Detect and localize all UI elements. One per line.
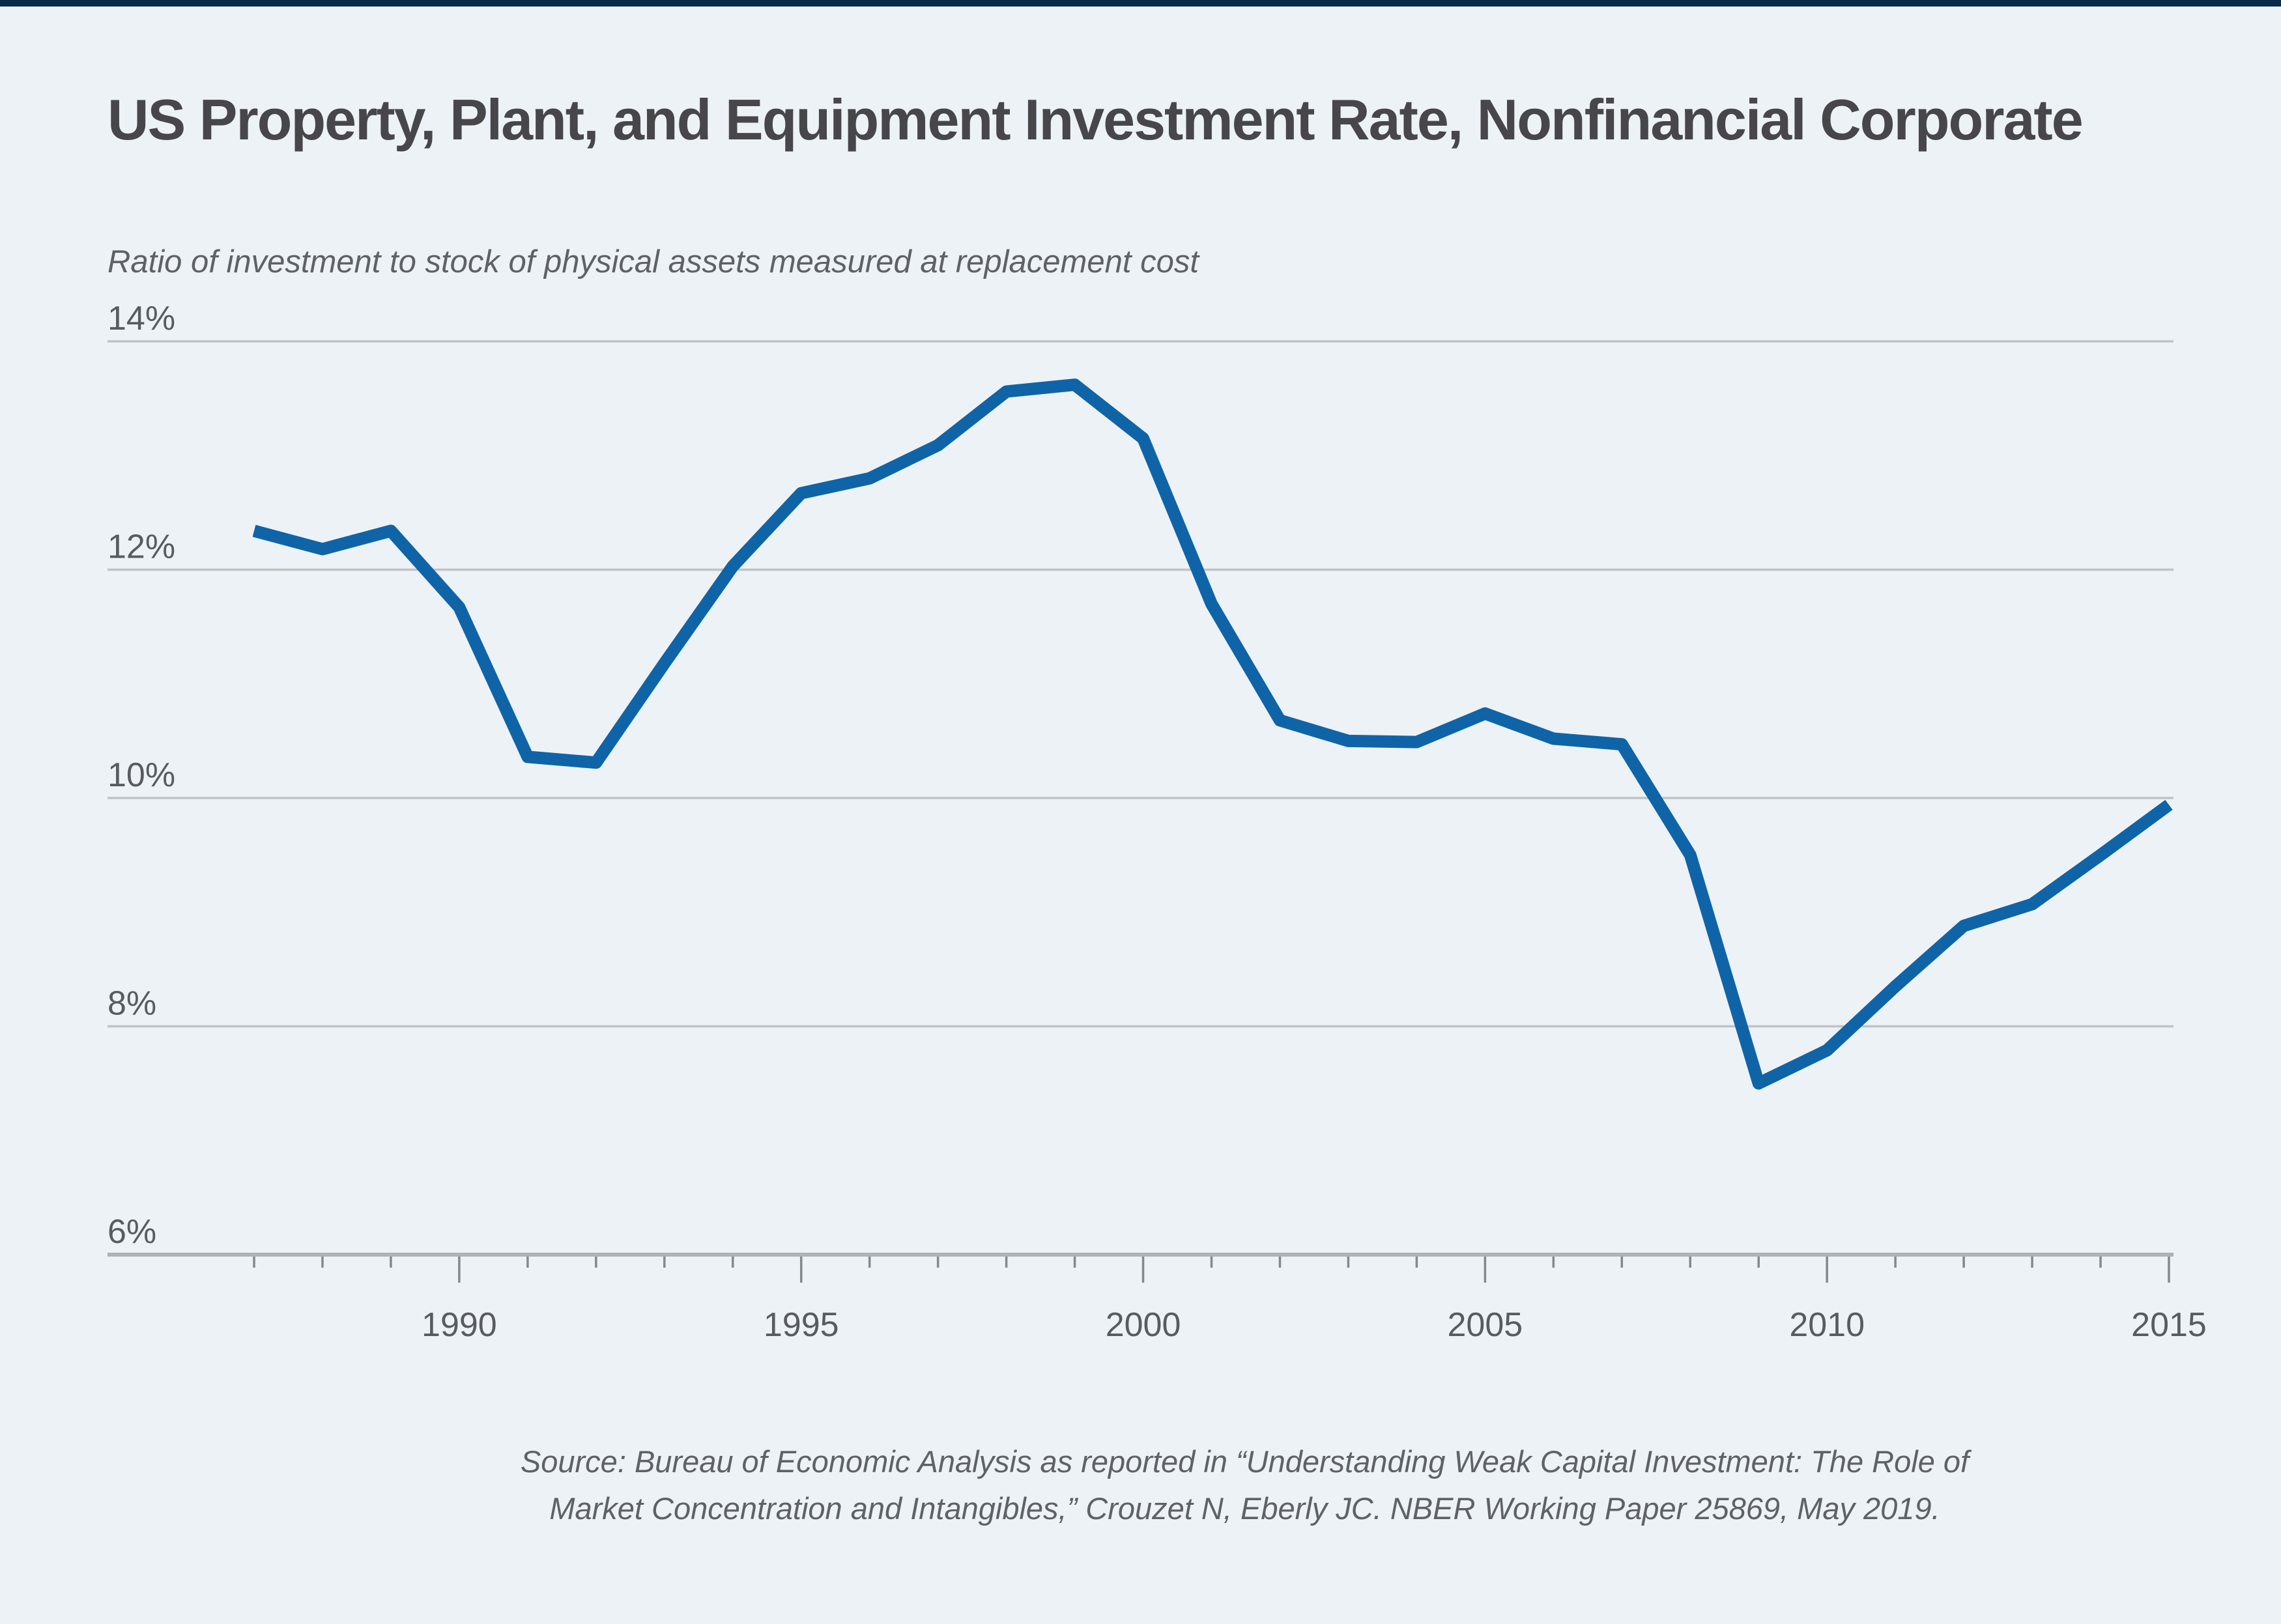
source-note-line2: Market Concentration and Intangibles,” C… bbox=[549, 1491, 1940, 1526]
y-tick-label: 6% bbox=[108, 1213, 156, 1251]
page-subtitle: Ratio of investment to stock of physical… bbox=[108, 244, 1199, 279]
y-tick-label: 8% bbox=[108, 985, 156, 1023]
y-tick-label: 10% bbox=[108, 756, 175, 794]
top-accent-bar bbox=[0, 0, 2281, 7]
x-tick-label: 2005 bbox=[1448, 1306, 1523, 1344]
x-tick-label: 2015 bbox=[2131, 1306, 2207, 1344]
source-note: Source: Bureau of Economic Analysis as r… bbox=[248, 1438, 2242, 1532]
source-note-line1: Source: Bureau of Economic Analysis as r… bbox=[520, 1444, 1970, 1479]
x-tick-label: 1990 bbox=[422, 1306, 497, 1344]
page-title: US Property, Plant, and Equipment Invest… bbox=[108, 87, 2084, 152]
y-tick-label: 14% bbox=[108, 300, 175, 337]
x-tick-label: 2000 bbox=[1106, 1306, 1181, 1344]
x-axis-labels: 1990 1995 2000 2005 2010 2015 bbox=[422, 1306, 2207, 1344]
x-tick-label: 1995 bbox=[764, 1306, 839, 1344]
x-tick-label: 2010 bbox=[1789, 1306, 1865, 1344]
gridlines bbox=[108, 340, 2173, 1257]
y-axis-labels: 14% 12% 10% 8% 6% bbox=[108, 300, 175, 1251]
data-line-investment-rate bbox=[252, 378, 2173, 1090]
y-tick-label: 12% bbox=[108, 528, 175, 566]
x-axis-ticks bbox=[253, 1257, 2170, 1283]
